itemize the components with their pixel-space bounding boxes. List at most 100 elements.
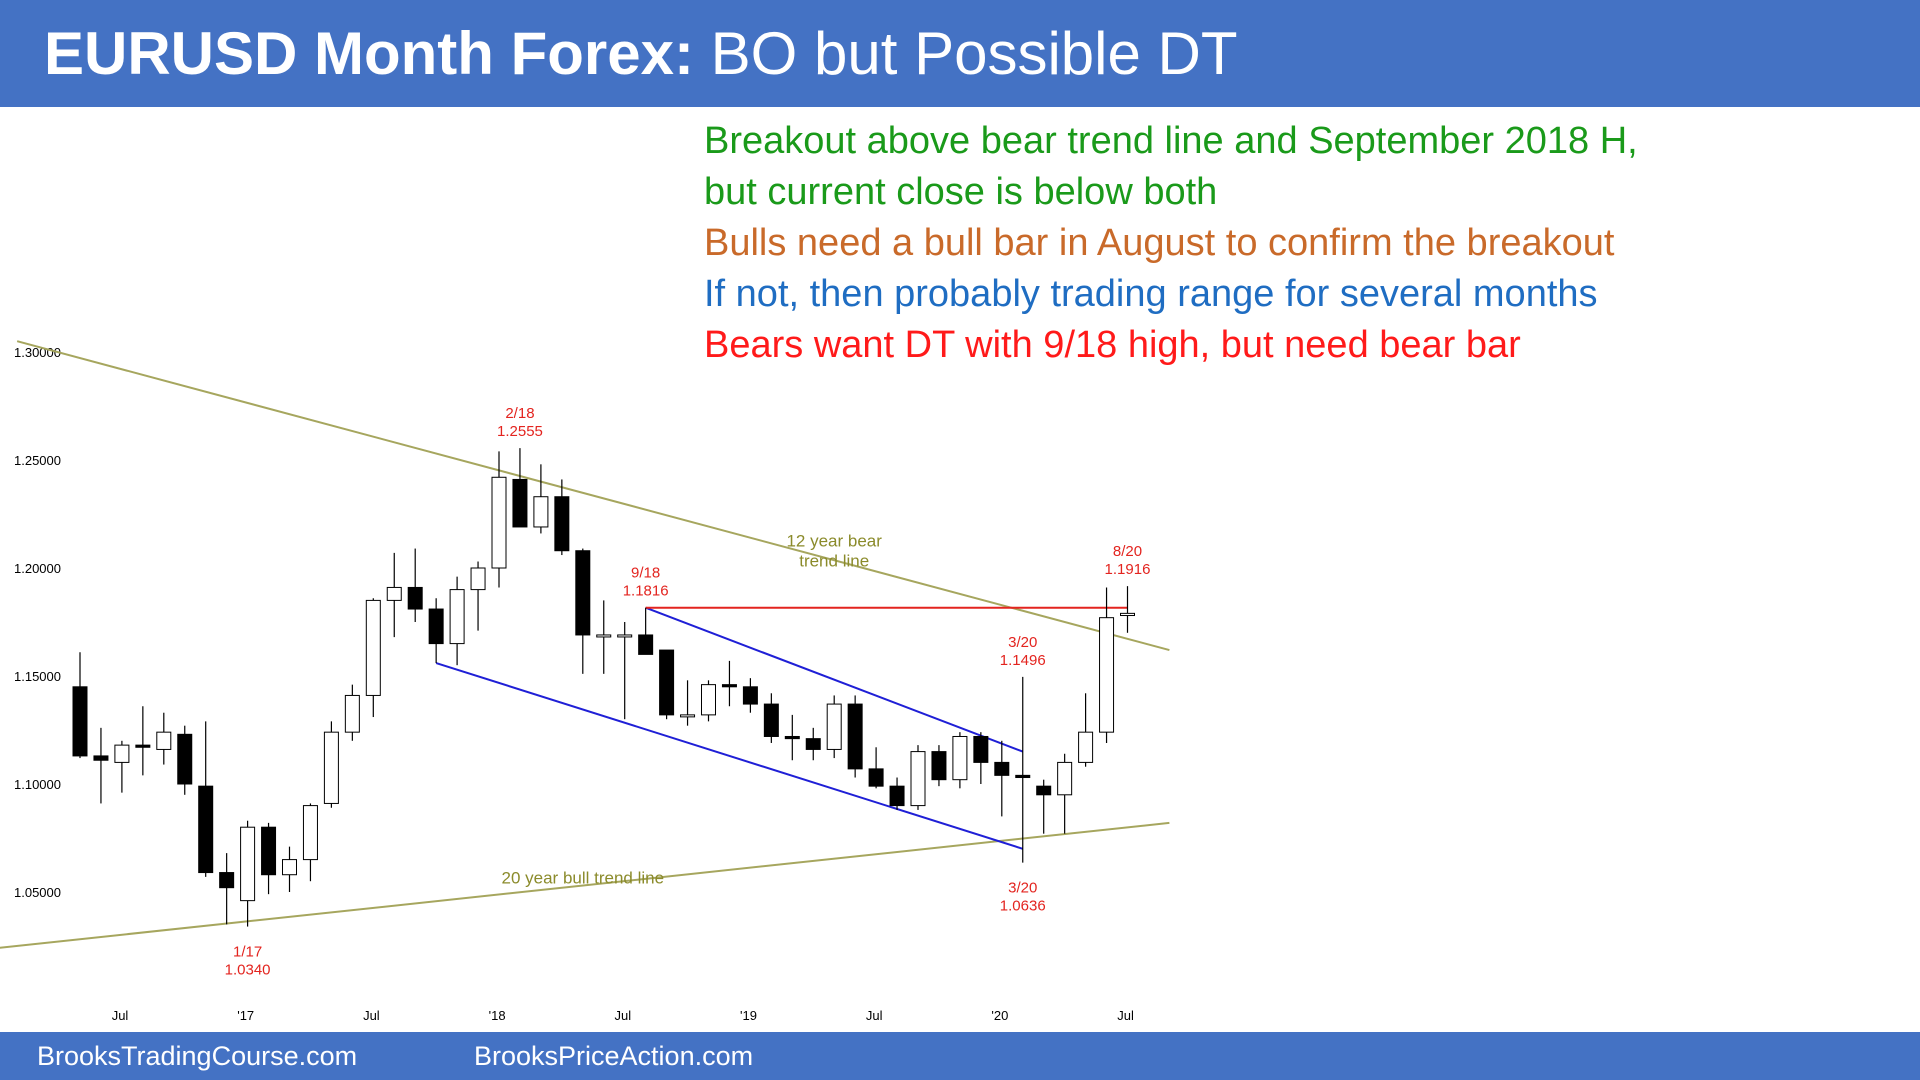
price-annotation: 2/18 <box>505 405 534 422</box>
note-4: If not, then probably trading range for … <box>704 273 1598 315</box>
price-annotation: 1.1496 <box>1000 652 1046 669</box>
price-annotation: 1.2555 <box>497 423 543 440</box>
header-bar: EURUSD Month Forex: BO but Possible DT <box>0 0 1920 107</box>
candle <box>596 600 612 674</box>
candle <box>701 680 716 722</box>
candle-body <box>114 744 130 763</box>
x-tick-label: Jul <box>1117 1008 1134 1023</box>
candle-body <box>701 684 716 716</box>
candle-body <box>135 744 151 748</box>
candle <box>449 576 465 666</box>
candle-body <box>470 567 486 591</box>
candle-body <box>659 649 675 716</box>
candle <box>323 721 339 808</box>
trend-line-label: trend line <box>799 551 869 570</box>
candle <box>952 732 968 789</box>
20-year-bull-trend-line-line <box>0 821 1170 949</box>
candle-body <box>177 733 193 785</box>
candle-body <box>575 550 591 636</box>
candle <box>784 714 800 761</box>
y-tick-label: 1.30000 <box>14 345 61 360</box>
candle-body <box>240 826 256 902</box>
candle <box>889 777 905 810</box>
y-tick-label: 1.10000 <box>14 777 61 792</box>
candle <box>554 479 570 556</box>
candle-body <box>93 755 109 761</box>
candle <box>365 598 381 718</box>
candle <box>973 732 989 784</box>
candle-body <box>1015 774 1031 779</box>
candle-body <box>742 686 758 705</box>
candle-body <box>596 634 612 638</box>
candle <box>826 695 842 759</box>
candle <box>1078 693 1094 767</box>
price-annotation: 1.1916 <box>1105 561 1151 578</box>
candle <box>219 853 235 925</box>
candle <box>261 822 277 895</box>
candle-body <box>449 589 465 645</box>
candle <box>868 747 884 789</box>
candle <box>114 740 130 793</box>
y-tick-label: 1.20000 <box>14 561 61 576</box>
candle-body <box>680 714 696 718</box>
y-tick-label: 1.05000 <box>14 885 61 900</box>
candle-body <box>994 761 1010 776</box>
footer-link-trading-course[interactable]: BrooksTradingCourse.com <box>37 1041 358 1071</box>
candle <box>910 745 926 810</box>
candle <box>1015 676 1031 863</box>
candle-body <box>1036 785 1052 796</box>
candle-body <box>323 731 339 804</box>
trend-line-label: 12 year bear <box>786 531 882 550</box>
candle-body <box>1099 617 1115 733</box>
page-title-rest: BO but Possible DT <box>693 20 1238 87</box>
page-title-bold: EURUSD Month Forex: <box>44 20 694 87</box>
footer-bar: BrooksTradingCourse.com BrooksPriceActio… <box>0 1032 1920 1080</box>
candlestick-chart: 1.05000 1.10000 1.15000 1.20000 1.25000 1.300… <box>0 340 1170 1023</box>
x-tick-label: Jul <box>866 1008 883 1023</box>
price-annotation: 8/20 <box>1113 543 1142 560</box>
candle-body <box>763 703 779 737</box>
price-annotation: 3/20 <box>1008 634 1037 651</box>
note-3: Bulls need a bull bar in August to confi… <box>704 222 1615 264</box>
candle <box>93 727 109 804</box>
candle-body <box>261 826 277 876</box>
candle <box>198 721 214 877</box>
candle-body <box>365 599 381 696</box>
candle-body <box>512 478 528 528</box>
candle-body <box>282 859 297 876</box>
note-2: but current close is below both <box>704 171 1218 213</box>
candle <box>240 820 256 927</box>
x-tick-label: Jul <box>112 1008 129 1023</box>
12-year-bear-trend-line-line <box>16 340 1170 652</box>
page-title: EURUSD Month Forex: BO but Possible DT <box>44 18 1238 90</box>
candle-body <box>617 634 633 638</box>
candle-body <box>868 768 884 787</box>
channel-upper-line <box>645 606 1024 753</box>
y-tick-label: 1.25000 <box>14 453 61 468</box>
candle <box>575 548 591 674</box>
candle-body <box>889 785 905 807</box>
price-annotation: 1/17 <box>233 944 262 961</box>
candle-body <box>721 684 737 688</box>
candle <box>491 451 507 588</box>
candle-body <box>1057 761 1073 796</box>
channel-lower-line <box>435 662 1024 850</box>
candle-body <box>952 735 968 781</box>
candle-body <box>973 735 989 763</box>
candle <box>1099 587 1115 743</box>
candle-body <box>428 608 444 645</box>
candle-body <box>407 586 423 610</box>
x-tick-label: Jul <box>614 1008 631 1023</box>
candle <box>931 745 947 787</box>
candle <box>386 552 402 638</box>
candle <box>1057 753 1073 834</box>
footer-link-price-action[interactable]: BrooksPriceAction.com <box>474 1041 754 1071</box>
note-1: Breakout above bear trend line and Septe… <box>704 120 1638 162</box>
candle <box>407 548 423 622</box>
candle <box>763 693 779 743</box>
price-annotation: 3/20 <box>1008 880 1037 897</box>
x-tick-label: '20 <box>991 1008 1008 1023</box>
candle-body <box>784 735 800 740</box>
candle <box>680 680 696 726</box>
candle <box>512 448 528 528</box>
